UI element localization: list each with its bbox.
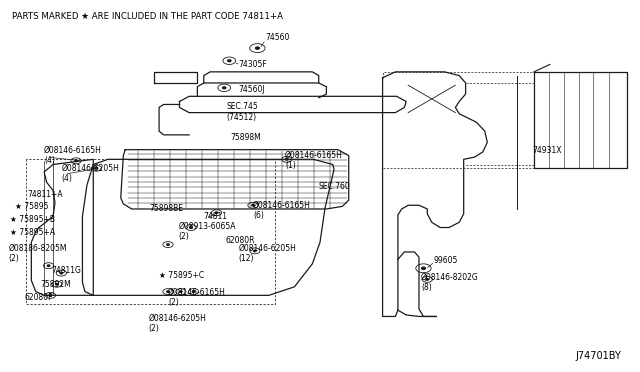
Text: 75898M: 75898M [230, 132, 261, 142]
Circle shape [47, 265, 50, 266]
Circle shape [422, 267, 426, 269]
Text: Ø08186-8205M
(2): Ø08186-8205M (2) [8, 244, 67, 263]
Circle shape [95, 167, 98, 169]
Text: Ø08146-6205H
(2): Ø08146-6205H (2) [149, 314, 207, 333]
Text: SEC.745
(74512): SEC.745 (74512) [226, 102, 258, 122]
Text: J74701BY: J74701BY [575, 351, 621, 361]
Text: ★ 75895: ★ 75895 [15, 202, 48, 211]
Text: 62080R: 62080R [225, 236, 255, 246]
Text: Ø08146-6205H
(4): Ø08146-6205H (4) [61, 163, 119, 183]
Text: Ø08146-8202G
(8): Ø08146-8202G (8) [421, 273, 479, 292]
Text: 74560J: 74560J [238, 85, 265, 94]
Text: 74811+A: 74811+A [28, 190, 63, 199]
Circle shape [228, 60, 231, 62]
Circle shape [223, 87, 226, 89]
Circle shape [49, 295, 52, 296]
Text: ★ 75895+B: ★ 75895+B [10, 215, 54, 224]
Text: Ø08146-6165H
(2): Ø08146-6165H (2) [168, 288, 226, 307]
Text: 75898BE: 75898BE [149, 205, 183, 214]
Text: Ø08146-6165H
(6): Ø08146-6165H (6) [253, 201, 311, 220]
Circle shape [253, 250, 256, 251]
Circle shape [255, 47, 259, 49]
Text: Ø08146-6165H
(1): Ø08146-6165H (1) [285, 151, 343, 170]
Text: PARTS MARKED ★ ARE INCLUDED IN THE PART CODE 74811+A: PARTS MARKED ★ ARE INCLUDED IN THE PART … [12, 12, 283, 21]
Text: 74811: 74811 [204, 212, 228, 221]
Circle shape [60, 272, 63, 274]
Text: Ø08146-6165H
(4): Ø08146-6165H (4) [44, 146, 102, 165]
Text: 74931X: 74931X [532, 146, 561, 155]
Text: 75892M: 75892M [40, 280, 71, 289]
Text: ★ 75895+A: ★ 75895+A [10, 228, 55, 237]
Text: 99605: 99605 [434, 256, 458, 265]
Circle shape [167, 291, 170, 292]
Circle shape [215, 212, 218, 214]
Circle shape [252, 205, 254, 206]
Text: Ø08146-6205H
(12): Ø08146-6205H (12) [238, 244, 296, 263]
Text: 74560: 74560 [266, 33, 290, 42]
Text: Ø08913-6065A
(2): Ø08913-6065A (2) [178, 221, 236, 241]
Text: ★ 75895+C: ★ 75895+C [159, 271, 204, 280]
Circle shape [189, 227, 192, 228]
Text: SEC.760: SEC.760 [319, 182, 351, 191]
Circle shape [167, 244, 170, 245]
Circle shape [75, 160, 77, 161]
Text: 74305F: 74305F [238, 60, 267, 69]
Text: 62080F: 62080F [25, 294, 54, 302]
Circle shape [285, 158, 288, 160]
Circle shape [56, 283, 58, 285]
Circle shape [179, 291, 182, 292]
Text: 74811G: 74811G [52, 266, 82, 275]
Circle shape [192, 291, 195, 292]
Circle shape [426, 279, 429, 280]
